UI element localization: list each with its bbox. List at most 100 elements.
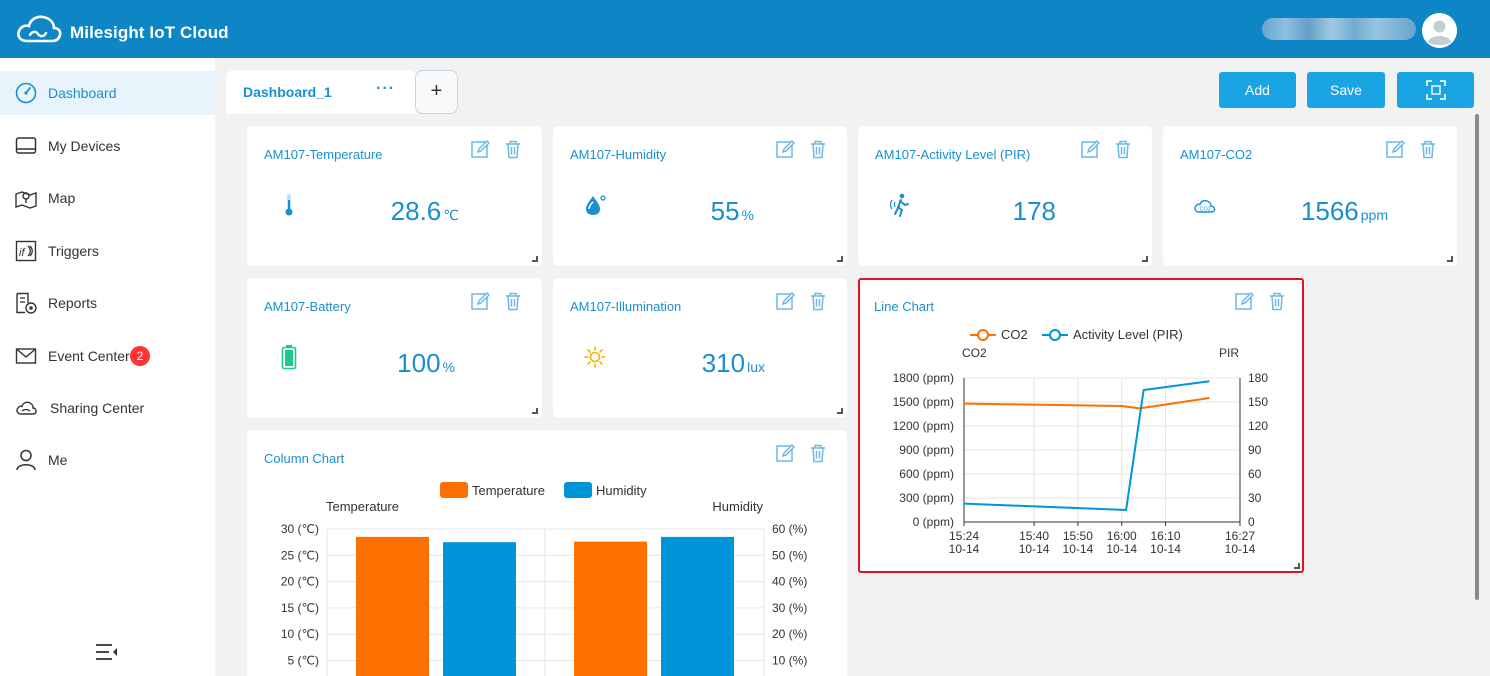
y2-axis-label: Humidity xyxy=(712,499,763,514)
y-tick-label: 1500 (ppm) xyxy=(893,395,954,409)
delete-icon[interactable] xyxy=(808,139,828,159)
widget-value: 55% xyxy=(673,196,754,227)
widget-activity-level[interactable]: AM107-Activity Level (PIR) 178 xyxy=(858,126,1152,266)
sidebar-item-reports[interactable]: Reports xyxy=(0,281,215,325)
edit-icon[interactable] xyxy=(470,139,490,159)
collapse-menu-icon[interactable] xyxy=(94,641,120,663)
edit-icon[interactable] xyxy=(470,291,490,311)
widget-title: AM107-Battery xyxy=(264,299,351,314)
delete-icon[interactable] xyxy=(503,291,523,311)
value-unit: lux xyxy=(747,359,765,375)
tab-dashboard-1[interactable]: Dashboard_1 ··· xyxy=(226,70,416,114)
y-tick-label: 600 (ppm) xyxy=(899,467,954,481)
y-tick-label: 25 (℃) xyxy=(281,548,319,562)
widget-co2[interactable]: AM107-CO2 CO2 1566 ppm xyxy=(1163,126,1457,266)
y-tick-label: 30 (℃) xyxy=(281,522,319,536)
widget-line-chart[interactable]: Line Chart CO2 Activity Level (PIR) CO2 PIR 1… xyxy=(858,278,1304,573)
value-number: 28.6 xyxy=(390,196,442,226)
legend-label: Activity Level (PIR) xyxy=(1073,327,1183,342)
username-blurred[interactable] xyxy=(1262,18,1416,40)
resize-handle[interactable] xyxy=(1294,563,1300,569)
sidebar-item-triggers[interactable]: if Triggers xyxy=(0,229,215,273)
bar-temperature xyxy=(356,536,429,676)
sidebar-item-label: Triggers xyxy=(48,243,99,259)
sidebar-item-map[interactable]: Map xyxy=(0,176,215,220)
legend-swatch xyxy=(564,482,592,498)
legend-label: Temperature xyxy=(472,483,545,498)
add-tab-button[interactable]: + xyxy=(415,70,458,114)
resize-handle[interactable] xyxy=(1447,256,1453,262)
app-logo[interactable]: Milesight IoT Cloud xyxy=(16,12,229,46)
sidebar-item-label: My Devices xyxy=(48,138,121,154)
sun-icon xyxy=(584,346,606,368)
delete-icon[interactable] xyxy=(1418,139,1438,159)
value-unit: ppm xyxy=(1360,207,1388,223)
tab-more-button[interactable]: ··· xyxy=(376,80,395,97)
legend-label: Humidity xyxy=(596,483,647,498)
resize-handle[interactable] xyxy=(837,256,843,262)
widget-temperature[interactable]: AM107-Temperature 28.6 ℃ xyxy=(247,126,542,266)
vertical-scrollbar[interactable] xyxy=(1475,114,1479,600)
delete-icon[interactable] xyxy=(1113,139,1133,159)
y2-tick-label: 90 xyxy=(1248,443,1262,457)
water-drop-icon xyxy=(586,195,606,215)
chart-title: Line Chart xyxy=(874,299,934,314)
delete-icon[interactable] xyxy=(1267,291,1287,311)
fullscreen-icon xyxy=(1425,80,1446,100)
y-axis-label: Temperature xyxy=(326,499,399,514)
svg-text:if: if xyxy=(19,247,25,259)
x-tick-label: 15:24 xyxy=(949,529,979,543)
edit-icon[interactable] xyxy=(1234,291,1254,311)
y-tick-label: 20 (℃) xyxy=(281,575,319,589)
sidebar-item-dashboard[interactable]: Dashboard xyxy=(0,71,215,115)
edit-icon[interactable] xyxy=(775,443,795,463)
widget-title: AM107-Illumination xyxy=(570,299,682,314)
save-button[interactable]: Save xyxy=(1307,72,1385,108)
value-number: 310 xyxy=(701,348,746,378)
dashboard-area: Dashboard_1 ··· + Add Save AM107-Tempera… xyxy=(215,58,1490,676)
triggers-icon: if xyxy=(15,240,37,262)
sidebar-item-sharing-center[interactable]: Sharing Center xyxy=(0,386,215,430)
avatar[interactable] xyxy=(1422,13,1457,48)
edit-icon[interactable] xyxy=(1080,139,1100,159)
resize-handle[interactable] xyxy=(837,408,843,414)
y2-tick-label: 0 xyxy=(1248,515,1255,529)
co2-cloud-icon: CO2 xyxy=(1194,199,1216,213)
edit-icon[interactable] xyxy=(775,139,795,159)
edit-icon[interactable] xyxy=(1385,139,1405,159)
widget-column-chart[interactable]: Column Chart Temperature Humidity Temperatu… xyxy=(247,430,847,676)
widget-humidity[interactable]: AM107-Humidity 55% xyxy=(553,126,847,266)
resize-handle[interactable] xyxy=(532,256,538,262)
fullscreen-button[interactable] xyxy=(1397,72,1474,108)
svg-text:CO2: CO2 xyxy=(1200,207,1211,213)
y-tick-label: 300 (ppm) xyxy=(899,491,954,505)
value-unit: ℃ xyxy=(443,207,459,223)
widget-title: AM107-Temperature xyxy=(264,147,383,162)
map-icon xyxy=(15,191,37,209)
resize-handle[interactable] xyxy=(532,408,538,414)
add-widget-button[interactable]: Add xyxy=(1219,72,1296,108)
delete-icon[interactable] xyxy=(808,443,828,463)
edit-icon[interactable] xyxy=(775,291,795,311)
widget-title: AM107-Activity Level (PIR) xyxy=(875,147,1031,162)
y-tick-label: 10 (℃) xyxy=(281,627,319,641)
resize-handle[interactable] xyxy=(1142,256,1148,262)
delete-icon[interactable] xyxy=(503,139,523,159)
x-tick-label: 10-14 xyxy=(1106,542,1137,556)
widget-value: 178 xyxy=(998,196,1058,227)
widget-battery[interactable]: AM107-Battery 100% xyxy=(247,278,542,418)
sidebar-item-me[interactable]: Me xyxy=(0,438,215,482)
y-tick-label: 1800 (ppm) xyxy=(893,371,954,385)
y2-axis-label: PIR xyxy=(1219,346,1239,360)
delete-icon[interactable] xyxy=(808,291,828,311)
widget-illumination[interactable]: AM107-Illumination 310 lux xyxy=(553,278,847,418)
sidebar-item-event-center[interactable]: Event Center 2 xyxy=(0,334,215,378)
y2-tick-label: 60 (%) xyxy=(772,522,807,536)
bar-temperature xyxy=(574,541,647,676)
y2-tick-label: 30 xyxy=(1248,491,1262,505)
device-icon xyxy=(15,137,37,154)
widget-title: AM107-Humidity xyxy=(570,147,667,162)
sidebar-item-my-devices[interactable]: My Devices xyxy=(0,124,215,168)
thermometer-icon xyxy=(285,194,293,216)
widget-value: 100% xyxy=(367,348,455,379)
